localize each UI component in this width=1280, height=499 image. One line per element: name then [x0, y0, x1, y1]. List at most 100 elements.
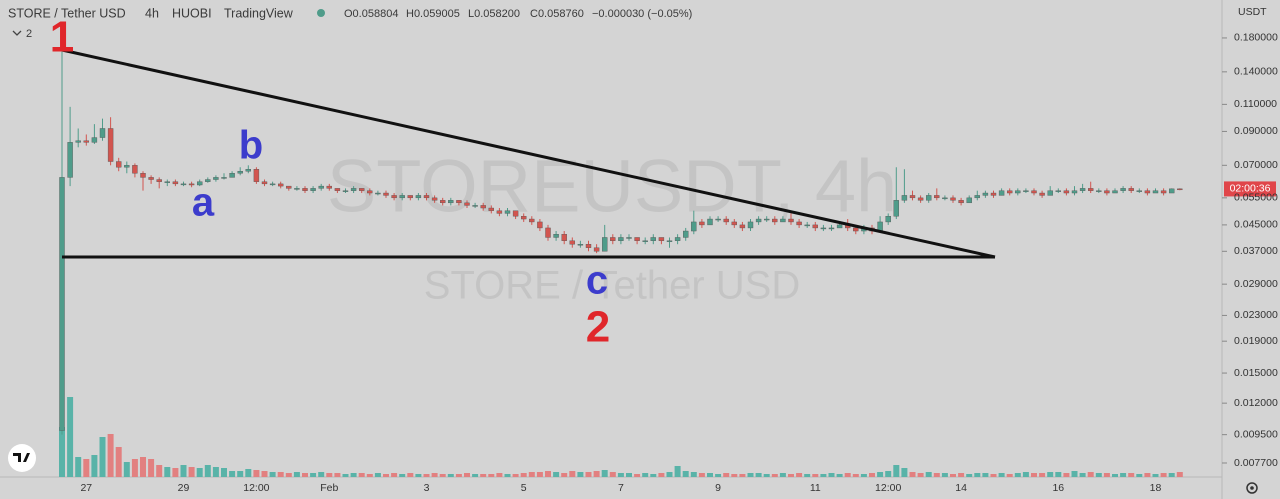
- volume-bar: [1055, 472, 1062, 477]
- candle-body: [990, 192, 997, 196]
- candle-body: [391, 195, 397, 199]
- plot: [59, 44, 1183, 477]
- candle-body: [334, 188, 341, 191]
- volume-bar: [99, 437, 106, 477]
- candle-body: [472, 205, 478, 207]
- candle-body: [383, 192, 389, 196]
- volume-bar: [1031, 473, 1037, 477]
- x-tick-label: 11: [810, 482, 821, 494]
- volume-bar: [326, 473, 333, 477]
- volume-bar: [1079, 473, 1086, 477]
- volume-bar: [496, 473, 503, 477]
- collapse-icon[interactable]: [12, 30, 22, 36]
- volume-bar: [245, 469, 252, 477]
- candle-body: [1160, 190, 1167, 194]
- volume-bar: [860, 474, 867, 477]
- volume-bar: [156, 465, 163, 477]
- candle-body: [488, 207, 494, 211]
- candle-body: [917, 197, 924, 201]
- indicator-count[interactable]: 2: [26, 28, 32, 40]
- candle-body: [634, 237, 640, 241]
- volume-bar: [464, 473, 470, 477]
- countdown: 02:00:36: [1230, 183, 1271, 195]
- candle-body: [310, 188, 316, 191]
- candle-body: [683, 230, 689, 238]
- volume-bar: [755, 473, 762, 477]
- candle-body: [982, 192, 989, 196]
- candle-body: [172, 181, 179, 185]
- volume-bar: [431, 473, 438, 477]
- volume-bar: [455, 474, 462, 477]
- y-tick-label: 0.140000: [1234, 66, 1278, 78]
- candle-body: [820, 227, 827, 230]
- candle-body: [132, 165, 138, 174]
- volume-bar: [609, 472, 616, 477]
- y-tick-label: 0.037000: [1234, 245, 1278, 257]
- candle-body: [642, 240, 648, 242]
- volume-bar: [1039, 473, 1046, 477]
- volume-bar: [1006, 474, 1013, 477]
- volume-bar: [1112, 474, 1118, 477]
- candle-body: [1079, 188, 1086, 191]
- volume-bar: [771, 474, 778, 477]
- volume-bar: [1103, 473, 1110, 477]
- volume-bar: [1168, 473, 1175, 477]
- volume-bar: [536, 472, 543, 477]
- volume-bar: [1176, 472, 1183, 477]
- volume-bar: [1063, 473, 1070, 477]
- candle-body: [788, 218, 794, 223]
- volume-bar: [148, 459, 155, 477]
- volume-bar: [966, 474, 973, 477]
- volume-bar: [212, 467, 219, 477]
- candle-body: [739, 224, 746, 229]
- candle-body: [521, 215, 527, 220]
- volume-bar: [974, 473, 981, 477]
- volume-bar: [617, 473, 624, 477]
- candle-body: [399, 195, 405, 199]
- candle-body: [1136, 190, 1143, 192]
- volume-bar: [196, 468, 203, 477]
- logo-mark: [13, 453, 30, 462]
- candle-body: [75, 140, 81, 143]
- volume-bar: [642, 473, 649, 477]
- candle-body: [245, 169, 252, 172]
- settings-icon[interactable]: [1246, 482, 1258, 494]
- currency[interactable]: USDT: [1238, 6, 1267, 18]
- x-tick-label: 3: [424, 482, 430, 494]
- volume-bar: [601, 470, 608, 477]
- volume-bar: [698, 473, 705, 477]
- x-tick-label: 12:00: [243, 482, 269, 494]
- y-tick-label: 0.023000: [1234, 309, 1278, 321]
- candle-body: [545, 227, 551, 238]
- volume-bar: [140, 457, 146, 477]
- volume-bar: [164, 467, 171, 477]
- candle-body: [966, 197, 972, 204]
- volume-bar: [237, 471, 244, 477]
- volume-bar: [204, 465, 211, 477]
- gear[interactable]: [1246, 482, 1258, 494]
- volume-bar: [1014, 473, 1021, 477]
- volume-bar: [820, 474, 827, 477]
- candle-body: [359, 188, 365, 191]
- candle-body: [602, 237, 608, 252]
- candle-body: [926, 195, 932, 201]
- candle-body: [1063, 190, 1070, 194]
- candle-body: [780, 218, 786, 223]
- gear-center[interactable]: [1250, 486, 1254, 490]
- candle-body: [610, 237, 616, 241]
- candle-body: [221, 177, 227, 179]
- volume-bar: [569, 471, 576, 477]
- y-tick-label: 0.180000: [1234, 32, 1278, 44]
- volume-bar: [1128, 473, 1135, 477]
- candle-body: [124, 165, 130, 168]
- volume-bar: [852, 474, 859, 477]
- watermark-description: STORE / Tether USD: [424, 264, 800, 308]
- volume-bar: [472, 474, 479, 477]
- candle-body: [691, 221, 697, 232]
- candle-body: [107, 128, 114, 162]
- candle-body: [140, 173, 146, 178]
- volume-bar: [310, 473, 317, 477]
- candle-body: [585, 244, 592, 248]
- volume-bar: [488, 474, 495, 477]
